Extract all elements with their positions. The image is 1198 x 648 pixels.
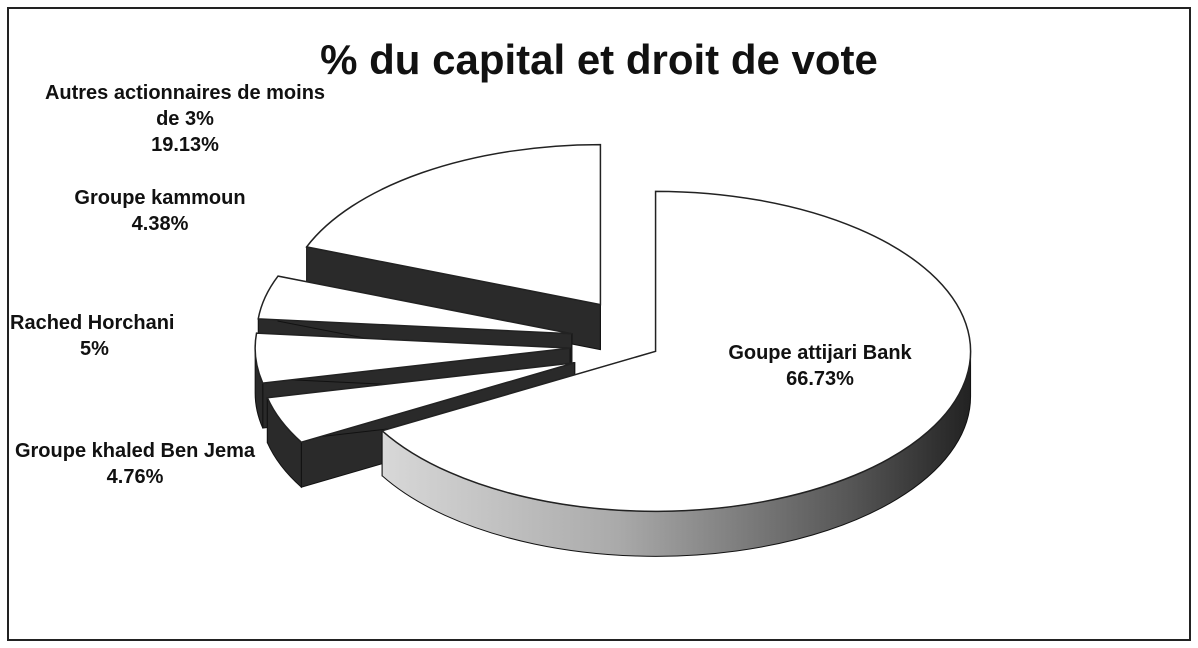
- value-label: 5%: [80, 338, 109, 360]
- slice: [266, 361, 575, 444]
- slice-label: Rached Horchani 5%: [10, 310, 210, 362]
- slice: [380, 190, 972, 513]
- slice-label: Groupe khaled Ben Jema 4.76%: [10, 438, 260, 490]
- slice: [254, 332, 571, 384]
- category-label: Groupe kammoun: [74, 187, 246, 209]
- slice: [305, 143, 602, 306]
- value-label: 4.76%: [106, 466, 164, 488]
- slice: [257, 275, 573, 335]
- value-label: 19.13%: [151, 134, 219, 156]
- chart-title: % du capital et droit de vote: [320, 36, 878, 83]
- value-label: 66.73%: [786, 368, 854, 390]
- category-label: Groupe khaled Ben Jema: [14, 440, 256, 462]
- value-label: 4.38%: [131, 213, 189, 235]
- slice-label: Groupe kammoun 4.38%: [30, 185, 290, 237]
- category-label: Goupe attijari Bank: [728, 342, 912, 364]
- slice-label: Autres actionnaires de moins de 3% 19.13%: [40, 80, 330, 158]
- category-label: Autres actionnaires de moins de 3%: [44, 82, 326, 130]
- slice-label: Goupe attijari Bank 66.73%: [690, 340, 950, 392]
- frame: [7, 7, 1191, 641]
- category-label: Rached Horchani: [10, 312, 175, 334]
